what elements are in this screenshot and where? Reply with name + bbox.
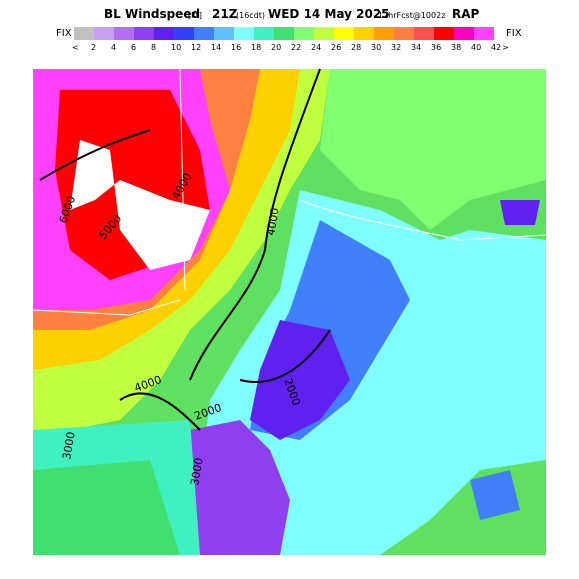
legend-swatch (394, 27, 414, 40)
legend-label: 20 (271, 43, 281, 52)
field (470, 470, 520, 520)
legend-swatch (174, 27, 194, 40)
legend-label: 6 (131, 43, 136, 52)
legend-swatch (434, 27, 454, 40)
contour-label: 3000 (188, 457, 206, 487)
legend-swatch (354, 27, 374, 40)
field (320, 69, 546, 230)
field (33, 460, 180, 555)
units: [kt] (188, 11, 202, 20)
legend-swatch (94, 27, 114, 40)
field (500, 200, 540, 225)
model: RAP (452, 7, 480, 21)
legend-label: 34 (411, 43, 421, 52)
time: 21Z (212, 7, 238, 21)
legend-label: 10 (171, 43, 181, 52)
legend-label: 24 (311, 43, 321, 52)
legend-label: 14 (211, 43, 221, 52)
legend-swatch (294, 27, 314, 40)
date: WED 14 May 2025 (268, 7, 390, 21)
title: BL Windspeed (104, 7, 200, 21)
legend-swatch (474, 27, 494, 40)
legend-swatch (114, 27, 134, 40)
field (185, 420, 290, 555)
legend-swatch (314, 27, 334, 40)
colorbar: 2 4 6 8 10 12 14 16 18 20 22 24 26 28 30 32 34 36 38 40 42 (74, 27, 501, 52)
field (70, 140, 210, 270)
legend-swatch (134, 27, 154, 40)
legend-swatch (194, 27, 214, 40)
legend-label: 32 (391, 43, 401, 52)
contour-label: 4000 (264, 207, 282, 237)
legend-swatch (234, 27, 254, 40)
fix-right: FIX (506, 28, 522, 39)
legend-swatch (414, 27, 434, 40)
field (200, 190, 546, 555)
legend-label: 30 (371, 43, 381, 52)
fix-left: FIX (56, 28, 72, 39)
legend-label: 22 (291, 43, 301, 52)
legend-swatch (274, 27, 294, 40)
map: 6000 5000 4000 4000 2000 4000 2000 3000 … (32, 68, 547, 555)
legend-swatch (214, 27, 234, 40)
legend-swatch (74, 27, 94, 40)
legend-low: < (72, 43, 79, 52)
legend-label: 8 (151, 43, 156, 52)
legend-label: 42 (491, 43, 501, 52)
field (250, 320, 350, 440)
legend-label: 28 (351, 43, 361, 52)
legend-swatch (454, 27, 474, 40)
border-line (32, 68, 547, 316)
legend-label: 18 (251, 43, 261, 52)
forecast: 12hrFcst@1002z (378, 11, 445, 20)
contour-label: 3000 (60, 431, 78, 461)
legend-label: 38 (451, 43, 461, 52)
legend-label: 40 (471, 43, 481, 52)
legend-label: 16 (231, 43, 241, 52)
legend-high: > (502, 43, 509, 52)
legend-label: 36 (431, 43, 441, 52)
legend-swatch (154, 27, 174, 40)
legend-label: 4 (111, 43, 116, 52)
legend-swatch (374, 27, 394, 40)
legend-swatch (334, 27, 354, 40)
local-time: (16cdt) (236, 11, 265, 20)
legend-label: 12 (191, 43, 201, 52)
legend-label: 26 (331, 43, 341, 52)
legend-label: 2 (91, 43, 96, 52)
legend-swatch (254, 27, 274, 40)
contour-line (39, 68, 331, 431)
